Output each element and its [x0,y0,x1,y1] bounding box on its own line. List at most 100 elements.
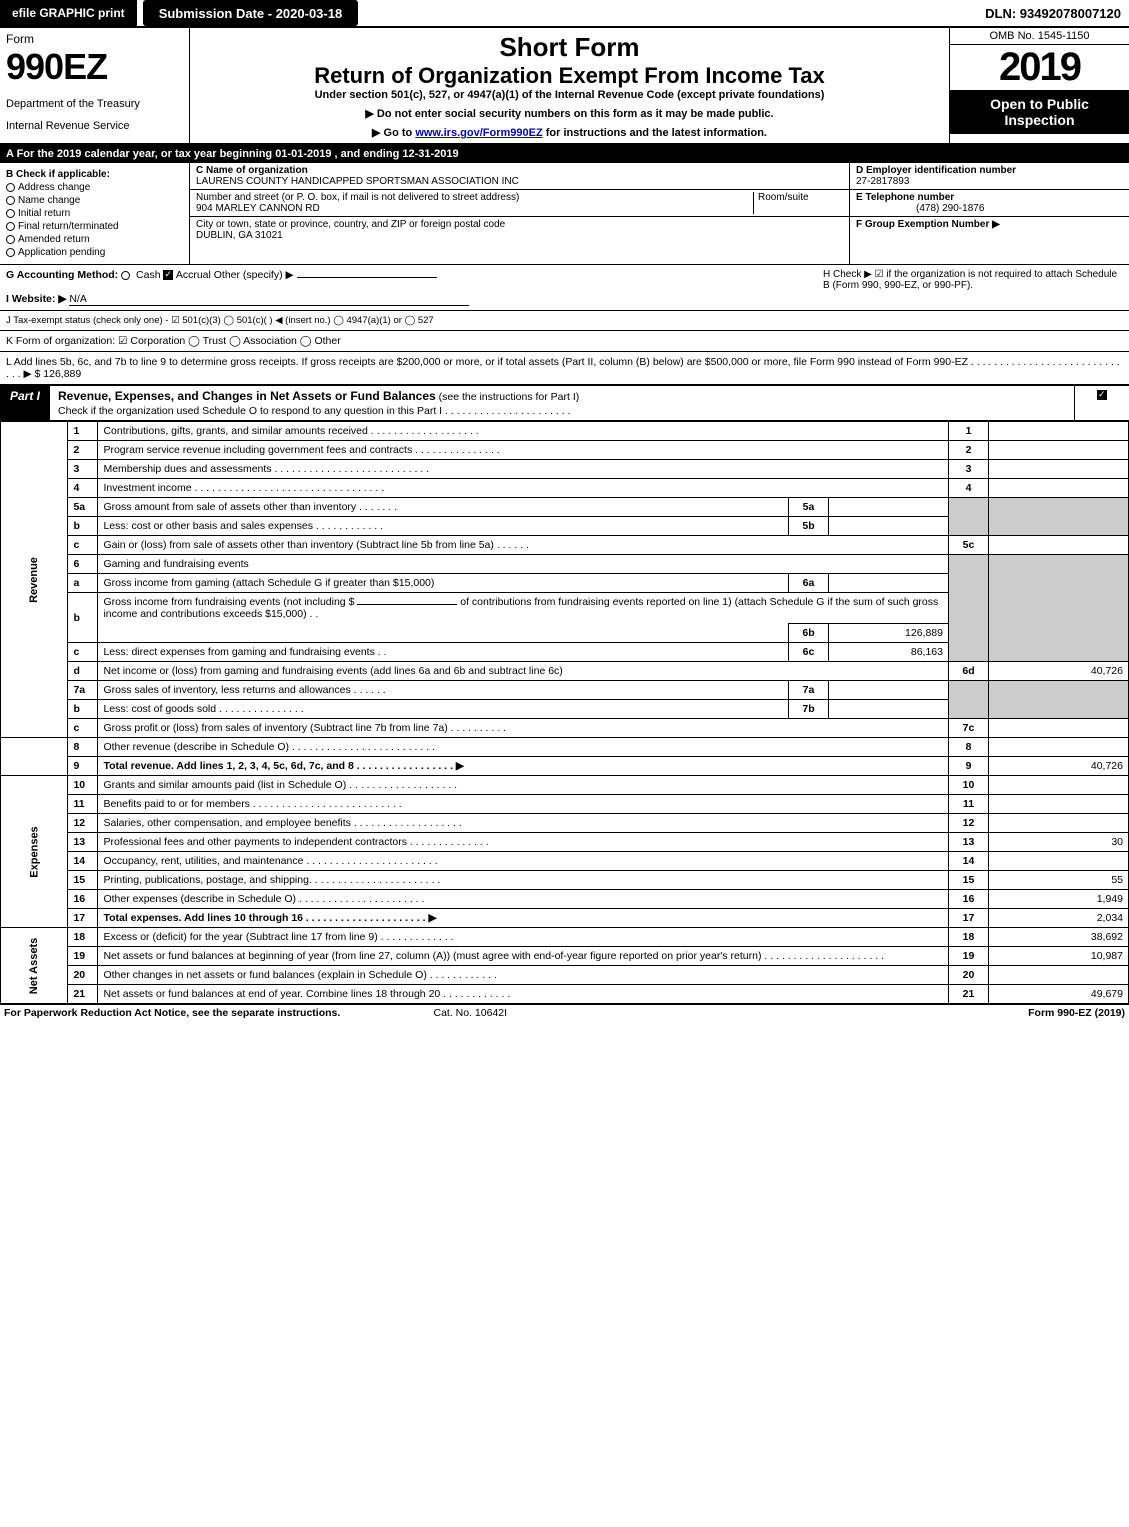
shaded-6v [989,555,1129,662]
line-4-num: 4 [68,479,98,498]
shaded-6 [949,555,989,662]
accrual-checkbox[interactable] [163,270,173,280]
top-bar: efile GRAPHIC print Submission Date - 20… [0,0,1129,28]
line-6b-num: b [68,593,98,643]
part-i-table: Revenue 1 Contributions, gifts, grants, … [0,421,1129,1004]
revenue-label: Revenue [1,422,68,738]
section-b-title: B Check if applicable: [6,169,183,180]
section-a-tax-year: A For the 2019 calendar year, or tax yea… [0,145,1129,163]
line-15-rnum: 15 [949,871,989,890]
line-12-num: 12 [68,814,98,833]
street-label: Number and street (or P. O. box, if mail… [196,192,753,203]
check-final-return[interactable]: Final return/terminated [6,221,183,232]
irs-link[interactable]: www.irs.gov/Form990EZ [415,127,542,139]
line-18-desc: Excess or (deficit) for the year (Subtra… [98,928,949,947]
check-address-change[interactable]: Address change [6,182,183,193]
section-c: C Name of organization LAURENS COUNTY HA… [190,163,849,264]
form-header: Form 990EZ Department of the Treasury In… [0,28,1129,145]
goto-pre: ▶ Go to [372,127,415,139]
line-3-num: 3 [68,460,98,479]
line-6a-desc: Gross income from gaming (attach Schedul… [98,574,789,593]
line-3-rnum: 3 [949,460,989,479]
line-7a-subval [829,681,949,700]
line-1-rnum: 1 [949,422,989,441]
short-form-title: Short Form [198,32,941,63]
line-8-val [989,738,1129,757]
line-20-val [989,966,1129,985]
line-19-num: 19 [68,947,98,966]
paperwork-notice: For Paperwork Reduction Act Notice, see … [4,1007,340,1019]
line-6c-subval: 86,163 [829,643,949,662]
shaded-7v [989,681,1129,719]
org-name-label: C Name of organization [196,165,843,176]
line-7b-num: b [68,700,98,719]
check-initial-return[interactable]: Initial return [6,208,183,219]
section-g: G Accounting Method: Cash Accrual Other … [6,269,823,306]
line-1-desc: Contributions, gifts, grants, and simila… [98,422,949,441]
line-17-rnum: 17 [949,909,989,928]
line-8-desc: Other revenue (describe in Schedule O) .… [98,738,949,757]
line-7c-val [989,719,1129,738]
section-j: J Tax-exempt status (check only one) - ☑… [0,311,1129,331]
line-20-desc: Other changes in net assets or fund bala… [98,966,949,985]
schedule-o-checkbox[interactable] [1097,390,1107,400]
line-7a-desc: Gross sales of inventory, less returns a… [98,681,789,700]
line-7a-num: 7a [68,681,98,700]
section-i-label: I Website: ▶ [6,293,66,305]
line-4-rnum: 4 [949,479,989,498]
line-6d-desc: Net income or (loss) from gaming and fun… [98,662,949,681]
dept-treasury: Department of the Treasury [6,98,183,110]
line-6c-subnum: 6c [789,643,829,662]
dln-label: DLN: 93492078007120 [985,6,1129,21]
line-11-val [989,795,1129,814]
gross-receipts-value: 126,889 [43,368,81,380]
check-amended-return[interactable]: Amended return [6,234,183,245]
line-9-desc: Total revenue. Add lines 1, 2, 3, 4, 5c,… [98,757,949,776]
line-17-num: 17 [68,909,98,928]
cash-radio[interactable] [121,271,130,280]
line-5c-val [989,536,1129,555]
line-6b-subnum: 6b [789,624,829,643]
line-6b-subval: 126,889 [829,624,949,643]
line-11-desc: Benefits paid to or for members . . . . … [98,795,949,814]
line-14-num: 14 [68,852,98,871]
section-k: K Form of organization: ☑ Corporation ◯ … [0,331,1129,352]
check-name-change[interactable]: Name change [6,195,183,206]
under-section: Under section 501(c), 527, or 4947(a)(1)… [198,89,941,101]
line-21-val: 49,679 [989,985,1129,1004]
cat-number: Cat. No. 10642I [340,1007,600,1019]
page-footer: For Paperwork Reduction Act Notice, see … [0,1004,1129,1021]
line-6a-num: a [68,574,98,593]
line-5b-desc: Less: cost or other basis and sales expe… [98,517,789,536]
line-12-desc: Salaries, other compensation, and employ… [98,814,949,833]
line-21-desc: Net assets or fund balances at end of ye… [98,985,949,1004]
line-3-desc: Membership dues and assessments . . . . … [98,460,949,479]
line-8-num: 8 [68,738,98,757]
ssn-note: ▶ Do not enter social security numbers o… [198,107,941,120]
header-center: Short Form Return of Organization Exempt… [190,28,949,143]
efile-print-button[interactable]: efile GRAPHIC print [0,0,137,26]
line-6d-rnum: 6d [949,662,989,681]
form-word: Form [6,32,183,46]
line-17-val: 2,034 [989,909,1129,928]
line-4-desc: Investment income . . . . . . . . . . . … [98,479,949,498]
line-7b-subval [829,700,949,719]
line-9-rnum: 9 [949,757,989,776]
line-7b-desc: Less: cost of goods sold . . . . . . . .… [98,700,789,719]
line-6c-desc: Less: direct expenses from gaming and fu… [98,643,789,662]
line-5b-subval [829,517,949,536]
line-6d-num: d [68,662,98,681]
form-number: 990EZ [6,46,183,88]
org-info-row: B Check if applicable: Address change Na… [0,163,1129,265]
line-15-num: 15 [68,871,98,890]
line-21-rnum: 21 [949,985,989,1004]
website-value: N/A [69,293,469,306]
part-i-check-line: Check if the organization used Schedule … [58,405,570,417]
line-13-desc: Professional fees and other payments to … [98,833,949,852]
city-label: City or town, state or province, country… [196,219,843,230]
line-10-rnum: 10 [949,776,989,795]
line-6c-num: c [68,643,98,662]
line-18-rnum: 18 [949,928,989,947]
check-application-pending[interactable]: Application pending [6,247,183,258]
line-1-num: 1 [68,422,98,441]
